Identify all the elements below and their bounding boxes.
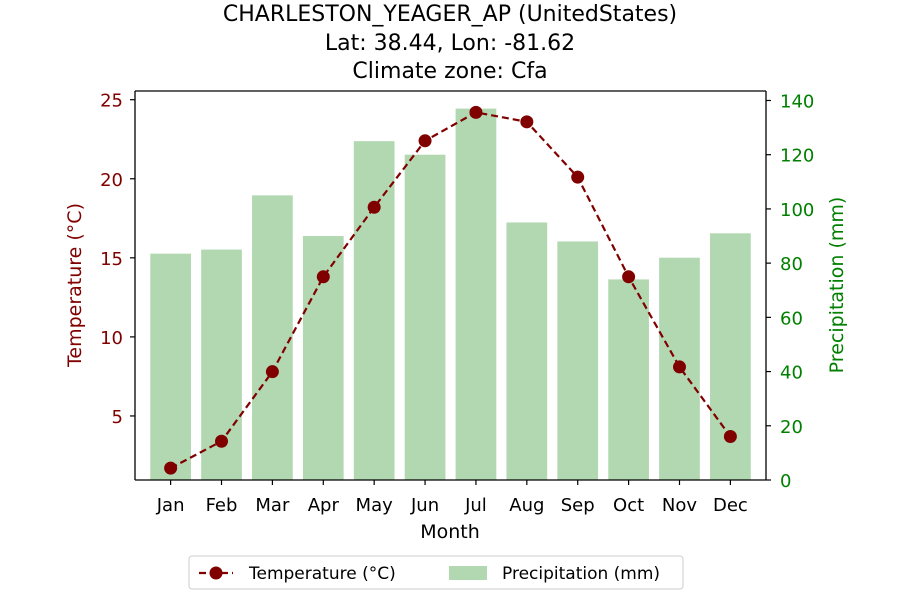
x-tick-label-oct: Oct xyxy=(613,495,644,516)
right-tick-label-80: 80 xyxy=(780,254,803,275)
x-tick-label-jun: Jun xyxy=(410,495,439,516)
left-tick-label-5: 5 xyxy=(112,407,123,428)
temperature-point-sep xyxy=(571,170,585,184)
title-line-coordinates: Lat: 38.44, Lon: -81.62 xyxy=(325,31,575,56)
chart-title: CHARLESTON_YEAGER_AP (UnitedStates) Lat:… xyxy=(223,2,677,84)
temperature-point-jul xyxy=(469,105,483,119)
left-tick-label-10: 10 xyxy=(100,328,123,349)
legend-temperature-label: Temperature (°C) xyxy=(248,564,396,584)
temperature-point-apr xyxy=(316,270,330,284)
temperature-point-mar xyxy=(265,365,279,379)
y-axis-label-temperature: Temperature (°C) xyxy=(64,203,86,368)
precipitation-bar-jul xyxy=(455,108,497,480)
right-tick-label-120: 120 xyxy=(780,146,814,167)
legend-precipitation-swatch xyxy=(449,566,487,580)
temperature-line xyxy=(164,105,737,475)
x-axis-label: Month xyxy=(420,521,480,543)
left-tick-label-20: 20 xyxy=(100,170,123,191)
right-tick-label-60: 60 xyxy=(780,308,803,329)
precipitation-bars xyxy=(150,108,751,481)
title-line-station: CHARLESTON_YEAGER_AP (UnitedStates) xyxy=(223,2,677,27)
left-tick-label-15: 15 xyxy=(100,249,123,270)
x-tick-label-dec: Dec xyxy=(713,495,748,516)
left-tick-label-25: 25 xyxy=(100,91,123,112)
precipitation-bar-mar xyxy=(252,195,293,481)
y-axis-label-precipitation: Precipitation (mm) xyxy=(826,197,848,374)
temperature-point-jun xyxy=(418,134,432,148)
axes: Jan Feb Mar Apr May Jun Jul Aug Sep Oct Nov Dec 5 10 1… xyxy=(100,90,814,516)
x-tick-label-nov: Nov xyxy=(662,495,697,516)
right-tick-label-100: 100 xyxy=(780,200,814,221)
temperature-point-oct xyxy=(622,270,636,284)
legend-frame xyxy=(188,555,684,590)
precipitation-bar-jan xyxy=(150,253,191,480)
x-tick-label-sep: Sep xyxy=(561,495,595,516)
temperature-point-jan xyxy=(164,461,178,475)
title-line-climate-zone: Climate zone: Cfa xyxy=(352,59,547,84)
precipitation-bar-sep xyxy=(557,241,599,480)
precipitation-bar-jun xyxy=(404,154,446,480)
precipitation-bar-oct xyxy=(608,279,649,480)
right-tick-label-140: 140 xyxy=(780,91,814,112)
x-tick-label-jul: Jul xyxy=(464,495,487,516)
x-tick-label-aug: Aug xyxy=(509,495,544,516)
legend-temperature-marker xyxy=(209,566,223,580)
temperature-point-dec xyxy=(723,430,737,444)
right-tick-label-40: 40 xyxy=(780,363,803,384)
x-tick-label-jan: Jan xyxy=(156,495,185,516)
precipitation-bar-may xyxy=(353,141,395,480)
temperature-point-may xyxy=(367,200,381,214)
right-tick-label-20: 20 xyxy=(780,417,803,438)
temperature-point-feb xyxy=(215,434,229,448)
legend: Temperature (°C) Precipitation (mm) xyxy=(188,555,684,590)
x-tick-label-feb: Feb xyxy=(206,495,238,516)
legend-precipitation-label: Precipitation (mm) xyxy=(502,564,660,584)
temperature-point-aug xyxy=(520,115,534,129)
x-tick-label-may: May xyxy=(356,495,394,516)
temperature-point-nov xyxy=(672,360,686,374)
precipitation-bar-aug xyxy=(506,222,548,480)
x-tick-label-apr: Apr xyxy=(308,495,340,516)
right-tick-label-0: 0 xyxy=(780,471,791,492)
x-tick-label-mar: Mar xyxy=(255,495,290,516)
